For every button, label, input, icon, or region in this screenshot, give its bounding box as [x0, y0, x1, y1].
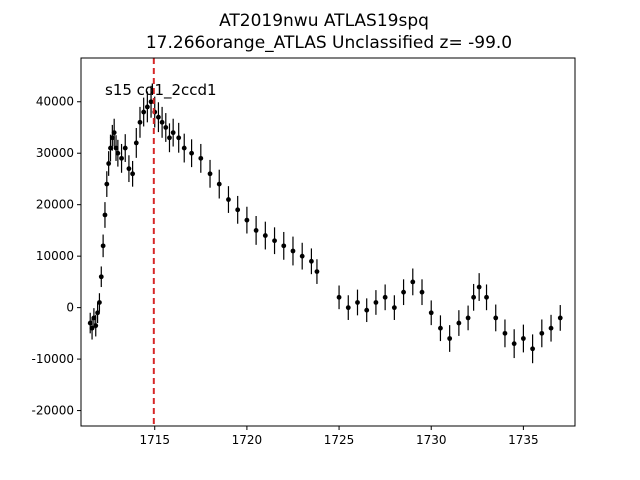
data-point	[89, 325, 95, 331]
x-tick-label: 1735	[508, 433, 539, 447]
data-point	[176, 135, 182, 141]
data-point	[471, 294, 477, 300]
data-point	[130, 171, 136, 177]
data-series	[87, 85, 563, 364]
data-point	[355, 300, 360, 305]
chart-title: AT2019nwu ATLAS19spq	[219, 11, 429, 31]
y-tick-label: 10000	[36, 249, 74, 263]
x-tick-label: 1715	[139, 433, 170, 447]
x-tick-label: 1725	[324, 433, 355, 447]
data-point	[314, 269, 320, 274]
chart-annotation: s15 cd1_2ccd1	[105, 81, 217, 100]
data-point	[511, 341, 517, 347]
data-point	[290, 248, 296, 254]
x-tick-label: 1720	[232, 433, 263, 447]
data-point	[410, 279, 416, 285]
data-point	[181, 145, 187, 151]
data-point	[401, 289, 406, 295]
data-point	[97, 300, 102, 305]
data-point	[159, 119, 165, 125]
y-tick-label: 0	[66, 301, 74, 315]
data-point	[102, 212, 108, 218]
data-point	[438, 325, 443, 331]
chart-subtitle: 17.266orange_ATLAS Unclassified z= -99.0	[146, 33, 512, 53]
y-tick-label: -20000	[31, 404, 74, 418]
x-tick-label: 1730	[416, 433, 447, 447]
data-point	[419, 289, 425, 295]
y-tick-label: 30000	[36, 146, 74, 160]
plot-area	[87, 85, 563, 364]
data-point	[144, 104, 150, 110]
data-point	[484, 294, 489, 300]
data-point	[493, 315, 499, 321]
data-point	[113, 145, 119, 151]
data-point	[163, 125, 169, 130]
data-point	[272, 238, 277, 244]
data-point	[391, 305, 397, 311]
data-point	[281, 243, 287, 249]
y-tick-label: -10000	[31, 352, 74, 366]
data-point	[156, 114, 161, 120]
data-point	[244, 217, 250, 223]
data-point	[100, 243, 106, 249]
data-point	[364, 307, 370, 313]
data-point	[207, 171, 213, 177]
data-point	[216, 181, 222, 187]
data-point	[309, 258, 314, 264]
data-point	[98, 274, 104, 280]
data-point	[253, 228, 259, 233]
data-point	[109, 135, 115, 141]
axis-ticks: 1715 1720 1725 1730 1735 -20000 -10000 0 10000 20…	[31, 95, 538, 447]
y-tick-label: 40000	[36, 95, 74, 109]
data-point	[137, 119, 143, 125]
data-point	[111, 130, 117, 136]
data-point	[108, 145, 113, 151]
plot-frame	[80, 57, 576, 427]
data-point	[520, 336, 526, 341]
data-point	[235, 207, 241, 213]
data-point	[95, 310, 100, 316]
data-point	[557, 315, 563, 321]
data-point	[539, 330, 545, 336]
data-point	[530, 346, 536, 352]
data-point	[456, 320, 462, 326]
data-point	[126, 166, 132, 172]
data-point	[428, 310, 434, 316]
data-point	[91, 315, 97, 321]
data-point	[299, 253, 305, 259]
data-point	[119, 155, 124, 161]
data-point	[476, 284, 482, 290]
data-point	[122, 145, 128, 151]
data-point	[189, 150, 194, 156]
data-point	[104, 181, 110, 187]
data-point	[141, 109, 147, 115]
data-point	[148, 99, 154, 105]
data-point	[167, 135, 172, 141]
data-point	[198, 155, 204, 161]
data-point	[373, 300, 379, 305]
data-point	[262, 233, 268, 238]
data-point	[133, 140, 139, 146]
data-point	[87, 320, 93, 326]
data-point	[226, 197, 231, 202]
data-point	[465, 315, 471, 321]
data-point	[502, 330, 508, 336]
data-point	[548, 325, 554, 331]
data-point	[382, 294, 388, 300]
data-point	[106, 161, 112, 166]
data-point	[115, 150, 121, 156]
y-tick-label: 20000	[36, 198, 74, 212]
data-point	[93, 323, 99, 329]
data-point	[345, 305, 351, 311]
data-point	[336, 294, 342, 300]
data-point	[170, 130, 176, 136]
data-point	[447, 336, 453, 341]
